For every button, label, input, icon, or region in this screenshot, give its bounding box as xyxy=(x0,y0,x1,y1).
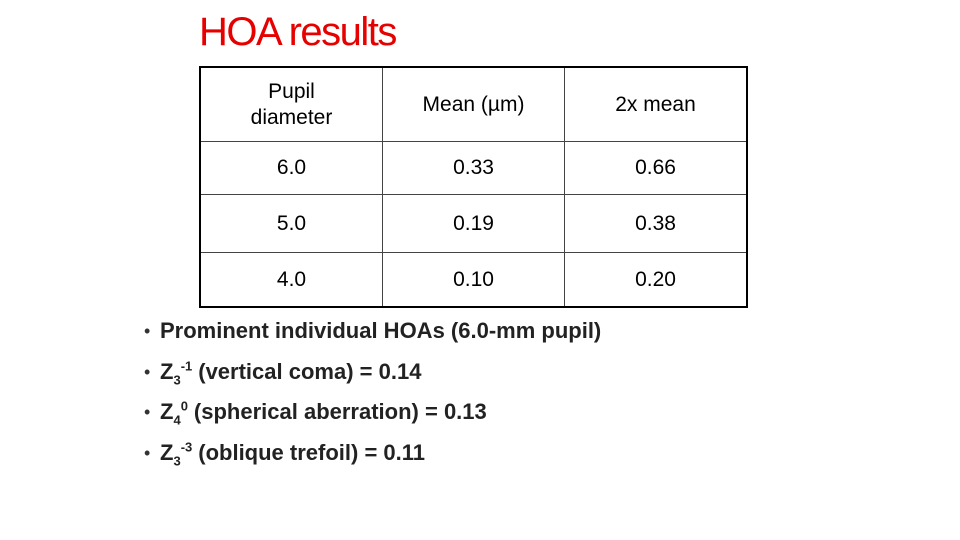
zernike-symbol: Z xyxy=(160,399,174,424)
bullet: Prominent individual HOAs (6.0-mm pupil) xyxy=(140,311,601,352)
bullet-text: (vertical coma) = 0.14 xyxy=(198,358,422,384)
header-row: Pupil diameter Mean (µm) 2x mean xyxy=(199,66,748,142)
cell: 0.38 xyxy=(564,194,748,253)
bullet-list: Prominent individual HOAs (6.0-mm pupil)… xyxy=(140,311,601,473)
cell: 0.20 xyxy=(564,252,748,308)
header-cell: Mean (µm) xyxy=(382,66,565,142)
zernike-symbol: Z xyxy=(160,358,174,384)
header-cell: Pupil diameter xyxy=(199,66,383,142)
bullet: Z40 (spherical aberration) = 0.13 xyxy=(140,392,601,433)
cell: 0.19 xyxy=(382,194,565,253)
table-row: 4.0 0.10 0.20 xyxy=(199,252,748,308)
header-cell: 2x mean xyxy=(564,66,748,142)
zernike-symbol: Z xyxy=(160,439,174,465)
cell: 5.0 xyxy=(199,194,383,253)
subscript: 3 xyxy=(173,371,181,387)
superscript: -1 xyxy=(180,358,193,374)
table-row: 6.0 0.33 0.66 xyxy=(199,141,748,195)
subscript: 4 xyxy=(173,412,181,428)
cell: 0.10 xyxy=(382,252,565,308)
bullet-text: (spherical aberration) = 0.13 xyxy=(193,399,487,424)
subscript: 3 xyxy=(173,452,181,468)
table-row: 5.0 0.19 0.38 xyxy=(199,194,748,253)
cell: 6.0 xyxy=(199,141,383,195)
cell: 4.0 xyxy=(199,252,383,308)
cell: 0.66 xyxy=(564,141,748,195)
slide-title: HOA results xyxy=(199,10,397,54)
superscript: 0 xyxy=(180,398,188,414)
results-table: Pupil diameter Mean (µm) 2x mean 6.0 0.3… xyxy=(199,66,748,308)
bullet: Z3-3 (oblique trefoil) = 0.11 xyxy=(140,433,601,474)
bullet-text: Prominent individual HOAs (6.0-mm pupil) xyxy=(160,318,602,343)
cell: 0.33 xyxy=(382,141,565,195)
superscript: -3 xyxy=(180,439,193,455)
header-text: Pupil diameter xyxy=(250,79,333,129)
bullet: Z3-1 (vertical coma) = 0.14 xyxy=(140,352,601,393)
bullet-text: (oblique trefoil) = 0.11 xyxy=(198,439,426,465)
